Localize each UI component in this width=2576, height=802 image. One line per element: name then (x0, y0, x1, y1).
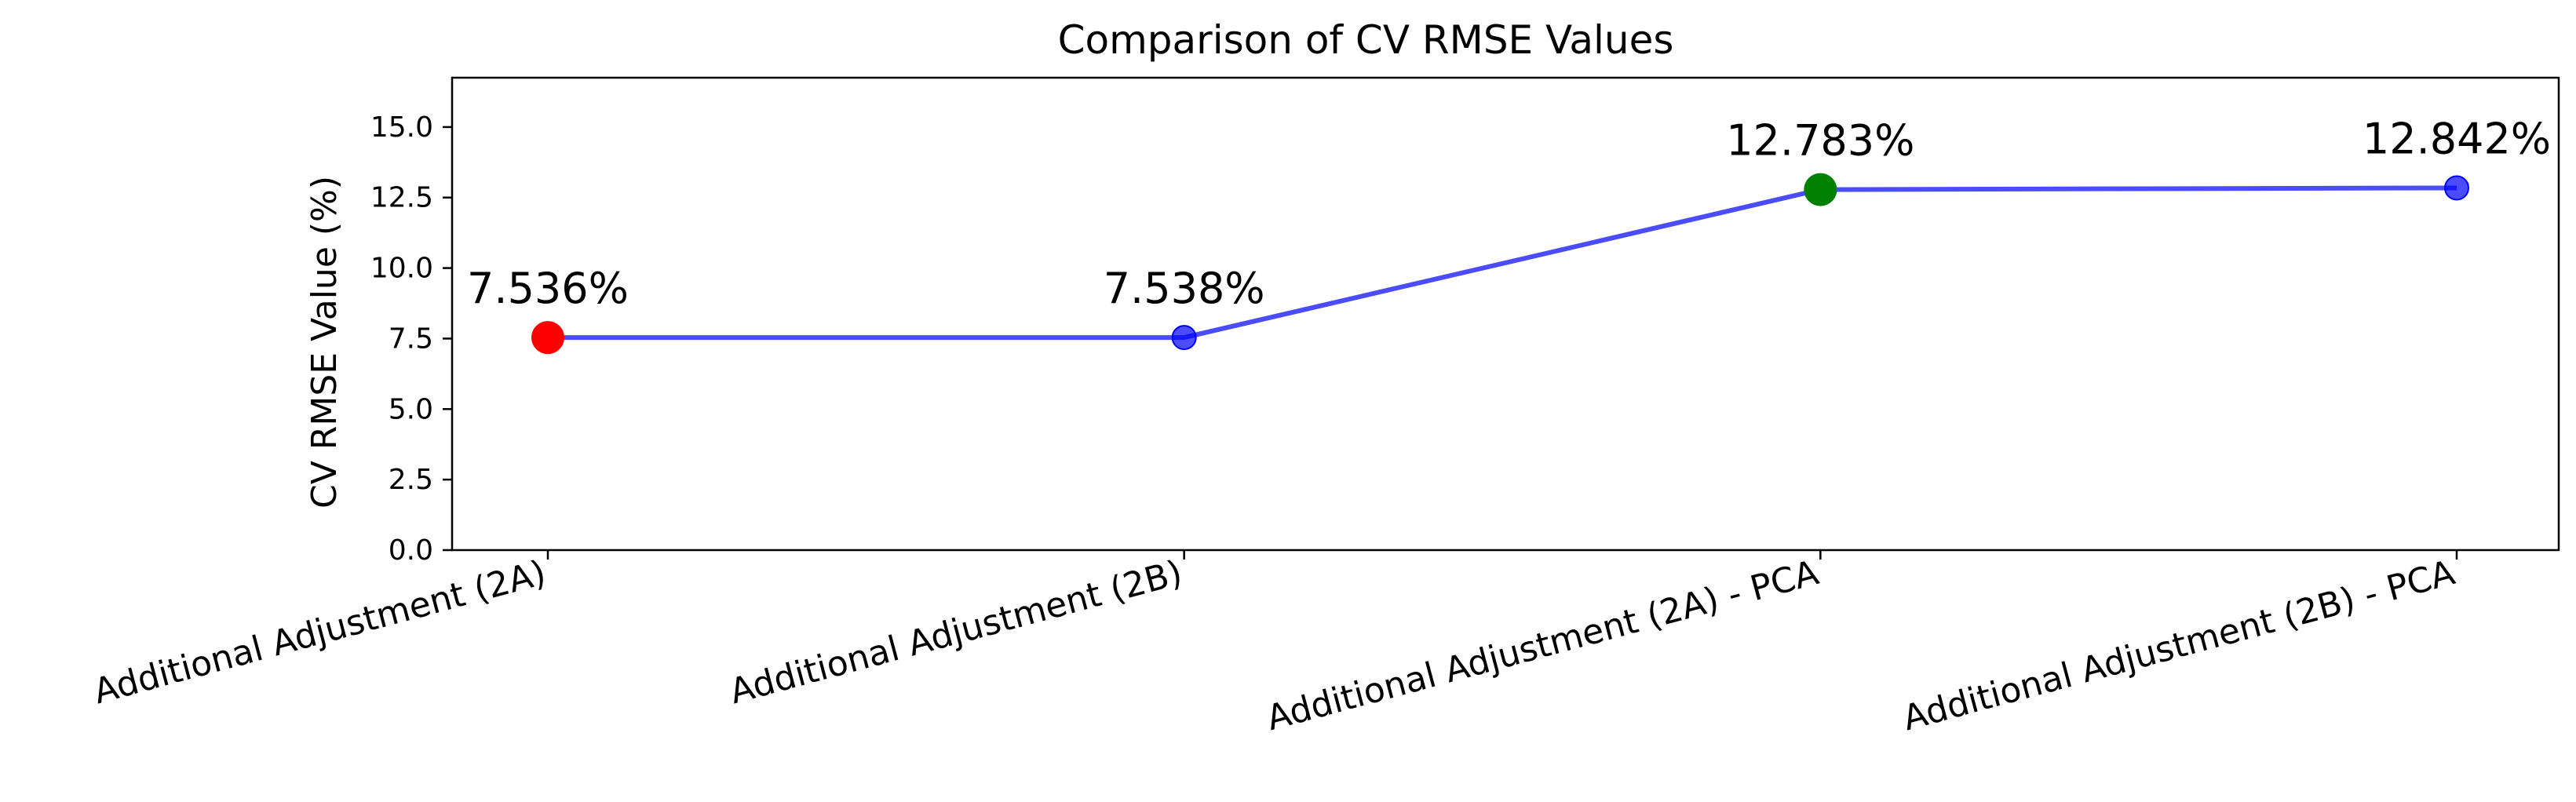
data-point (531, 321, 564, 355)
x-tick-label: Additional Adjustment (2A) - PCA (1263, 552, 1823, 738)
y-tick-label: 7.5 (389, 323, 433, 355)
data-label: 7.536% (467, 264, 629, 313)
data-label: 7.538% (1104, 264, 1265, 313)
y-tick-label: 5.0 (389, 393, 433, 425)
y-tick-label: 2.5 (389, 464, 433, 496)
data-point (1171, 325, 1197, 351)
y-tick-label: 15.0 (370, 111, 433, 144)
data-label: 12.842% (2363, 114, 2551, 163)
y-axis-label: CV RMSE Value (%) (305, 176, 345, 509)
x-tick-label: Additional Adjustment (2A) (89, 552, 550, 712)
x-tick-label: Additional Adjustment (2B) - PCA (1899, 552, 2459, 738)
data-point (2444, 175, 2469, 201)
series-line (547, 185, 2457, 341)
data-point (1804, 173, 1837, 206)
data-label: 12.783% (1726, 116, 1914, 166)
chart-title: Comparison of CV RMSE Values (1058, 17, 1674, 63)
y-tick-label: 0.0 (389, 534, 433, 567)
x-tick-label: Additional Adjustment (2B) (726, 552, 1187, 712)
y-tick-label: 12.5 (370, 182, 433, 214)
plot-area: 0.0 2.5 5.0 7.5 10.0 12.5 15.0 Additional Adjus… (89, 76, 2560, 738)
plot-frame (451, 76, 2560, 552)
y-tick-label: 10.0 (370, 253, 433, 285)
